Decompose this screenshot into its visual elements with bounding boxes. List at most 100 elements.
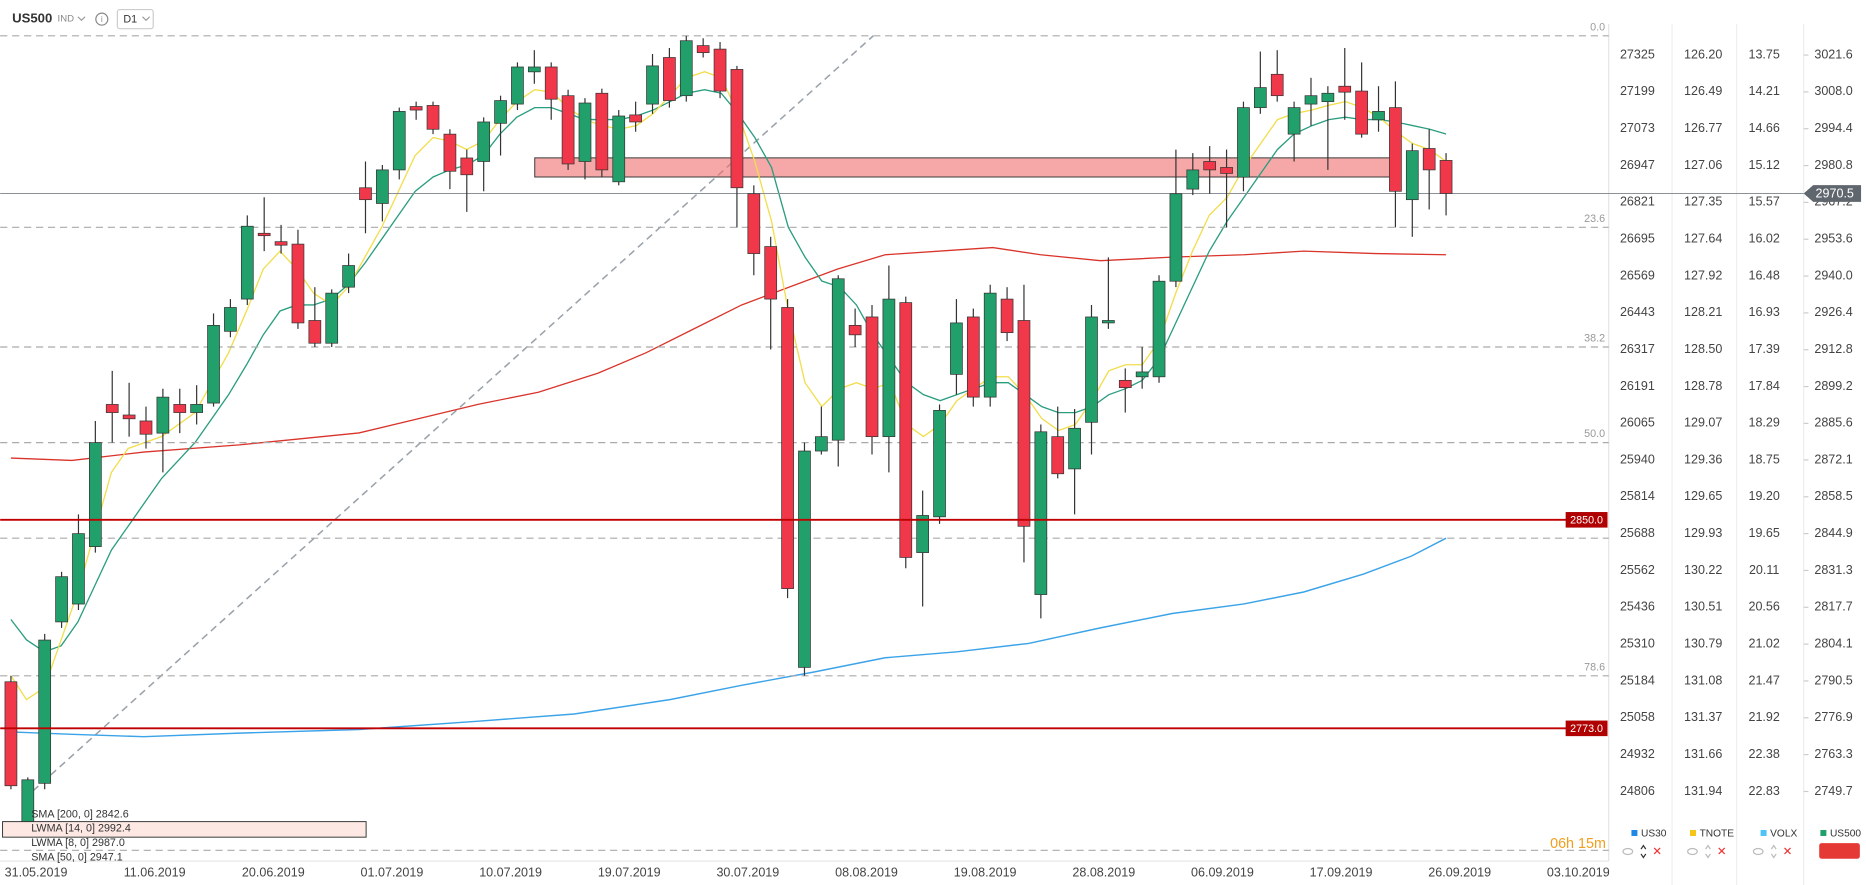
y-tick-label: 2804.1	[1814, 636, 1852, 650]
axis-label: 18.29	[1748, 416, 1779, 430]
axis-label: 129.65	[1684, 489, 1722, 503]
candle-body	[122, 414, 136, 420]
candle-body	[1304, 95, 1318, 105]
indicator-label[interactable]: SMA [200, 0] 2842.6	[31, 808, 128, 820]
x-tick-label: 08.08.2019	[835, 865, 898, 879]
candle-body	[1135, 371, 1149, 378]
fib-label: 0.0	[1590, 21, 1605, 33]
interval-select[interactable]	[116, 8, 154, 30]
dropdown-icon[interactable]	[77, 16, 86, 22]
candle-body	[764, 246, 778, 300]
indicator-label[interactable]: LWMA [8, 0] 2987.0	[31, 837, 125, 849]
dropdown-icon	[142, 16, 151, 22]
axis-label: 25058	[1620, 710, 1655, 724]
x-tick-label: 03.10.2019	[1547, 865, 1610, 879]
candle-body	[224, 307, 237, 332]
candle-body	[1237, 107, 1250, 178]
candle-body	[950, 322, 963, 375]
candle-body	[1338, 85, 1352, 93]
axis-label: 131.08	[1684, 673, 1722, 687]
lwma-8	[10, 71, 1447, 701]
axis-label: 130.79	[1684, 636, 1722, 650]
candle-body	[426, 105, 440, 130]
candle-body	[696, 45, 710, 53]
level-label: 2773.0	[1570, 723, 1603, 735]
candle-body	[899, 302, 913, 558]
candle-body	[173, 404, 187, 413]
candle-body	[55, 576, 68, 623]
legend-swatch	[1760, 829, 1767, 836]
axis-label: 24932	[1620, 747, 1655, 761]
axis-label: 27199	[1620, 84, 1655, 98]
resistance-zone[interactable]	[534, 157, 1397, 178]
candles	[0, 35, 1804, 838]
y-tick-label: 2953.6	[1814, 232, 1852, 246]
axis-label: 26317	[1620, 342, 1655, 356]
candle-body	[747, 193, 761, 254]
fib-label: 50.0	[1584, 428, 1605, 440]
axis-label: 25310	[1620, 636, 1655, 650]
axis-label: 126.49	[1684, 84, 1722, 98]
axis-label: 19.65	[1748, 526, 1779, 540]
axis-label: 21.47	[1748, 673, 1779, 687]
y-tick-label: 2912.8	[1814, 342, 1852, 356]
x-tick-label: 11.06.2019	[124, 865, 186, 879]
candle-body	[1253, 87, 1267, 108]
candle-body	[1287, 107, 1301, 135]
candle-body	[325, 292, 339, 344]
axis-label: 24806	[1620, 784, 1655, 798]
y-tick-label: 3021.6	[1814, 47, 1852, 61]
axis-label: 27325	[1620, 47, 1655, 61]
legend-label[interactable]: TNOTE	[1700, 828, 1735, 839]
indicator-label[interactable]: LWMA [14, 0] 2992.4	[31, 823, 131, 835]
legend-label[interactable]: VOLX	[1770, 828, 1797, 839]
axis-label: 128.21	[1684, 305, 1722, 319]
legend-label[interactable]: US500	[1830, 828, 1861, 839]
axis-label: 14.21	[1748, 84, 1779, 98]
candle-body	[646, 65, 659, 105]
candle-body	[4, 681, 18, 787]
fib-label: 78.6	[1584, 661, 1605, 673]
x-tick-label: 06.09.2019	[1191, 865, 1254, 879]
legend-controls[interactable]	[1622, 844, 1791, 859]
info-icon[interactable]	[95, 12, 109, 26]
candle-body	[916, 515, 929, 553]
axis-label: 26065	[1620, 416, 1655, 430]
candle-body	[983, 292, 997, 398]
axis-label: 15.12	[1748, 158, 1779, 172]
candle-body	[359, 187, 372, 201]
candle-body	[848, 324, 862, 336]
candle-body	[798, 450, 811, 668]
y-tick-label: 2831.3	[1814, 563, 1852, 577]
market[interactable]: IND	[58, 14, 75, 25]
indicator-label[interactable]: SMA [50, 0] 2947.1	[31, 851, 122, 863]
candle-body	[72, 533, 85, 605]
axis-label: 128.78	[1684, 379, 1722, 393]
candle-body	[1152, 280, 1166, 378]
candle-body	[713, 48, 727, 92]
indicator-highlight[interactable]	[2, 821, 367, 838]
candle-body	[679, 40, 693, 97]
active-instrument-button[interactable]	[1819, 843, 1860, 859]
level-label: 2850.0	[1570, 514, 1603, 526]
candle-body	[392, 111, 406, 171]
sma-200	[10, 537, 1447, 738]
axis-label: 130.51	[1684, 600, 1722, 614]
candle-body	[190, 404, 203, 413]
level-tag	[1565, 720, 1608, 737]
candle-body	[966, 316, 980, 398]
candle-body	[882, 298, 896, 438]
candle-body	[1389, 107, 1402, 192]
axis-label: 19.20	[1748, 489, 1779, 503]
y-tick-label: 2980.8	[1814, 158, 1852, 172]
y-tick-label: 2858.5	[1814, 489, 1852, 503]
legend-label[interactable]: US30	[1641, 828, 1667, 839]
candle-body	[511, 66, 524, 105]
candle-body	[1085, 316, 1098, 423]
y-tick-label: 2749.7	[1814, 784, 1852, 798]
axis-label: 17.39	[1748, 342, 1779, 356]
axis-label: 26443	[1620, 305, 1655, 319]
y-tick-label: 2790.5	[1814, 673, 1852, 687]
candle-body	[460, 157, 474, 176]
x-tick-label: 17.09.2019	[1310, 865, 1373, 879]
